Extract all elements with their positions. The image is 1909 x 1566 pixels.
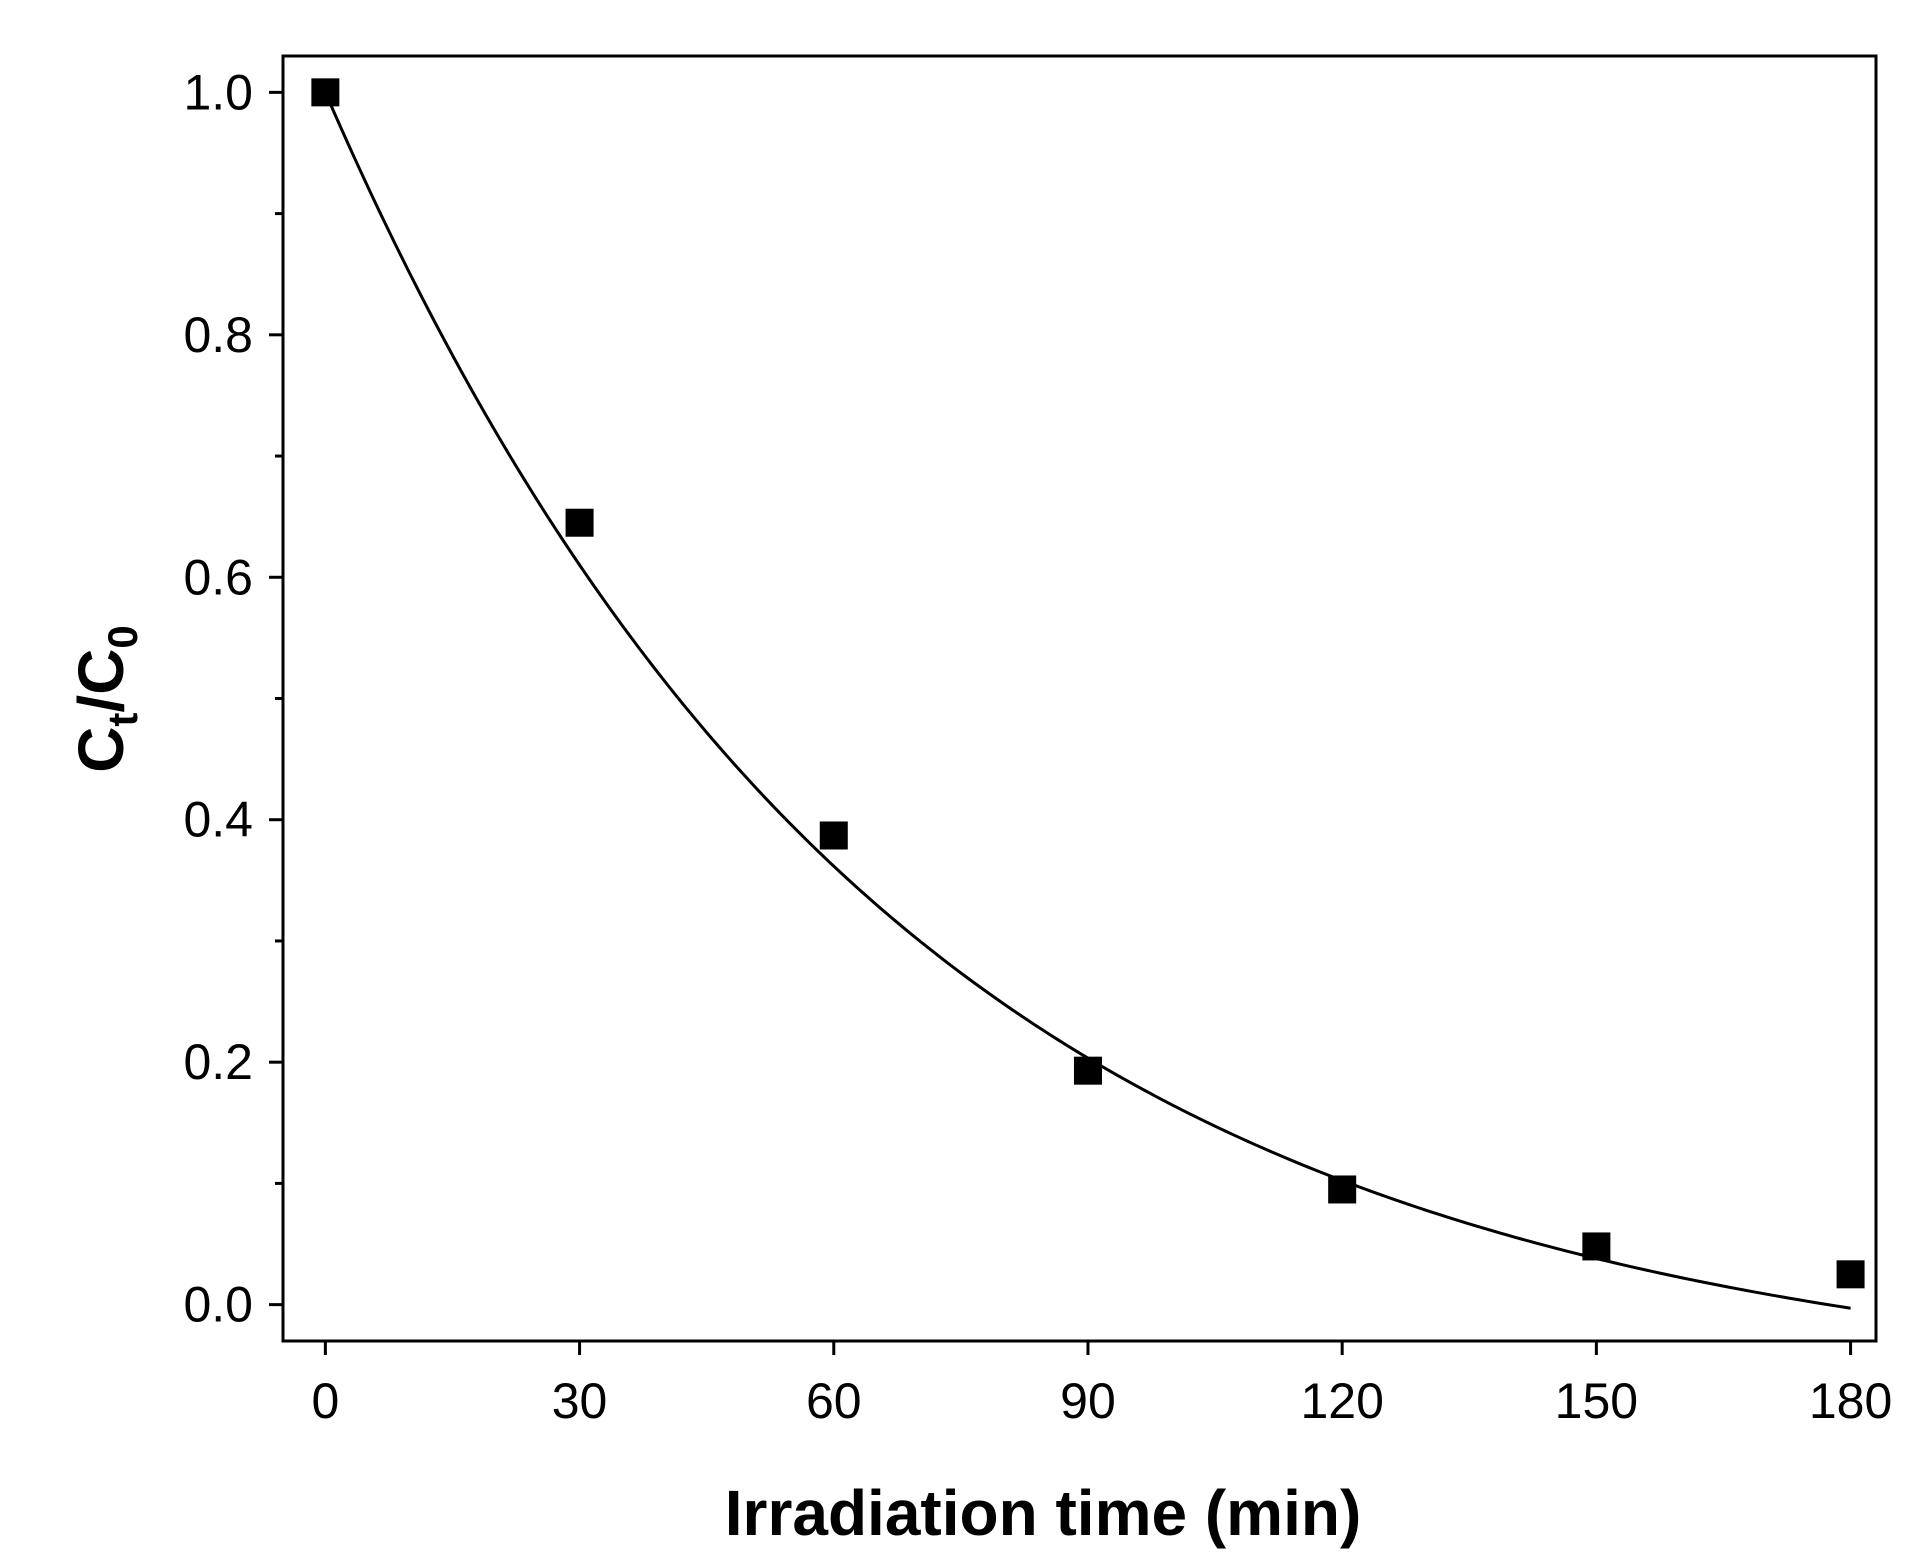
y-tick-label-0.0: 0.0 [183,1277,253,1333]
data-point-60 [819,821,848,850]
y-axis-title-sep: /C [65,649,137,713]
data-point-150 [1582,1232,1611,1261]
y-tick-label-0.6: 0.6 [183,549,253,605]
fit-layer [323,91,1851,1310]
data-point-90 [1073,1056,1102,1085]
y-tick-label-0.8: 0.8 [183,307,253,363]
x-tick-label-150: 150 [1555,1373,1638,1429]
data-point-0 [311,78,340,107]
plot-frame [281,54,1878,1343]
y-axis-title-sub-t: t [99,713,146,727]
x-tick-label-30: 30 [552,1373,608,1429]
ticks-layer: 0 30 60 90 120 150 180 0.0 0.2 0.4 0.6 0.8 1.0 [183,64,1892,1429]
y-axis-title-c1: C [65,727,137,773]
x-tick-label-60: 60 [806,1373,862,1429]
y-tick-label-0.4: 0.4 [183,792,253,848]
y-tick-label-0.2: 0.2 [183,1034,253,1090]
x-tick-label-120: 120 [1300,1373,1383,1429]
x-tick-label-0: 0 [311,1373,339,1429]
y-axis-title: Ct/C0 [65,625,146,773]
x-tick-label-180: 180 [1809,1373,1892,1429]
x-axis-title: Irradiation time (min) [725,1477,1362,1549]
points-layer [311,78,1865,1289]
fit-curve [323,91,1851,1310]
y-axis-title-sub-0: 0 [99,625,146,648]
x-tick-label-90: 90 [1060,1373,1116,1429]
data-point-120 [1328,1175,1357,1204]
y-tick-label-1.0: 1.0 [183,64,253,120]
data-point-180 [1836,1260,1865,1289]
data-point-30 [565,508,594,537]
